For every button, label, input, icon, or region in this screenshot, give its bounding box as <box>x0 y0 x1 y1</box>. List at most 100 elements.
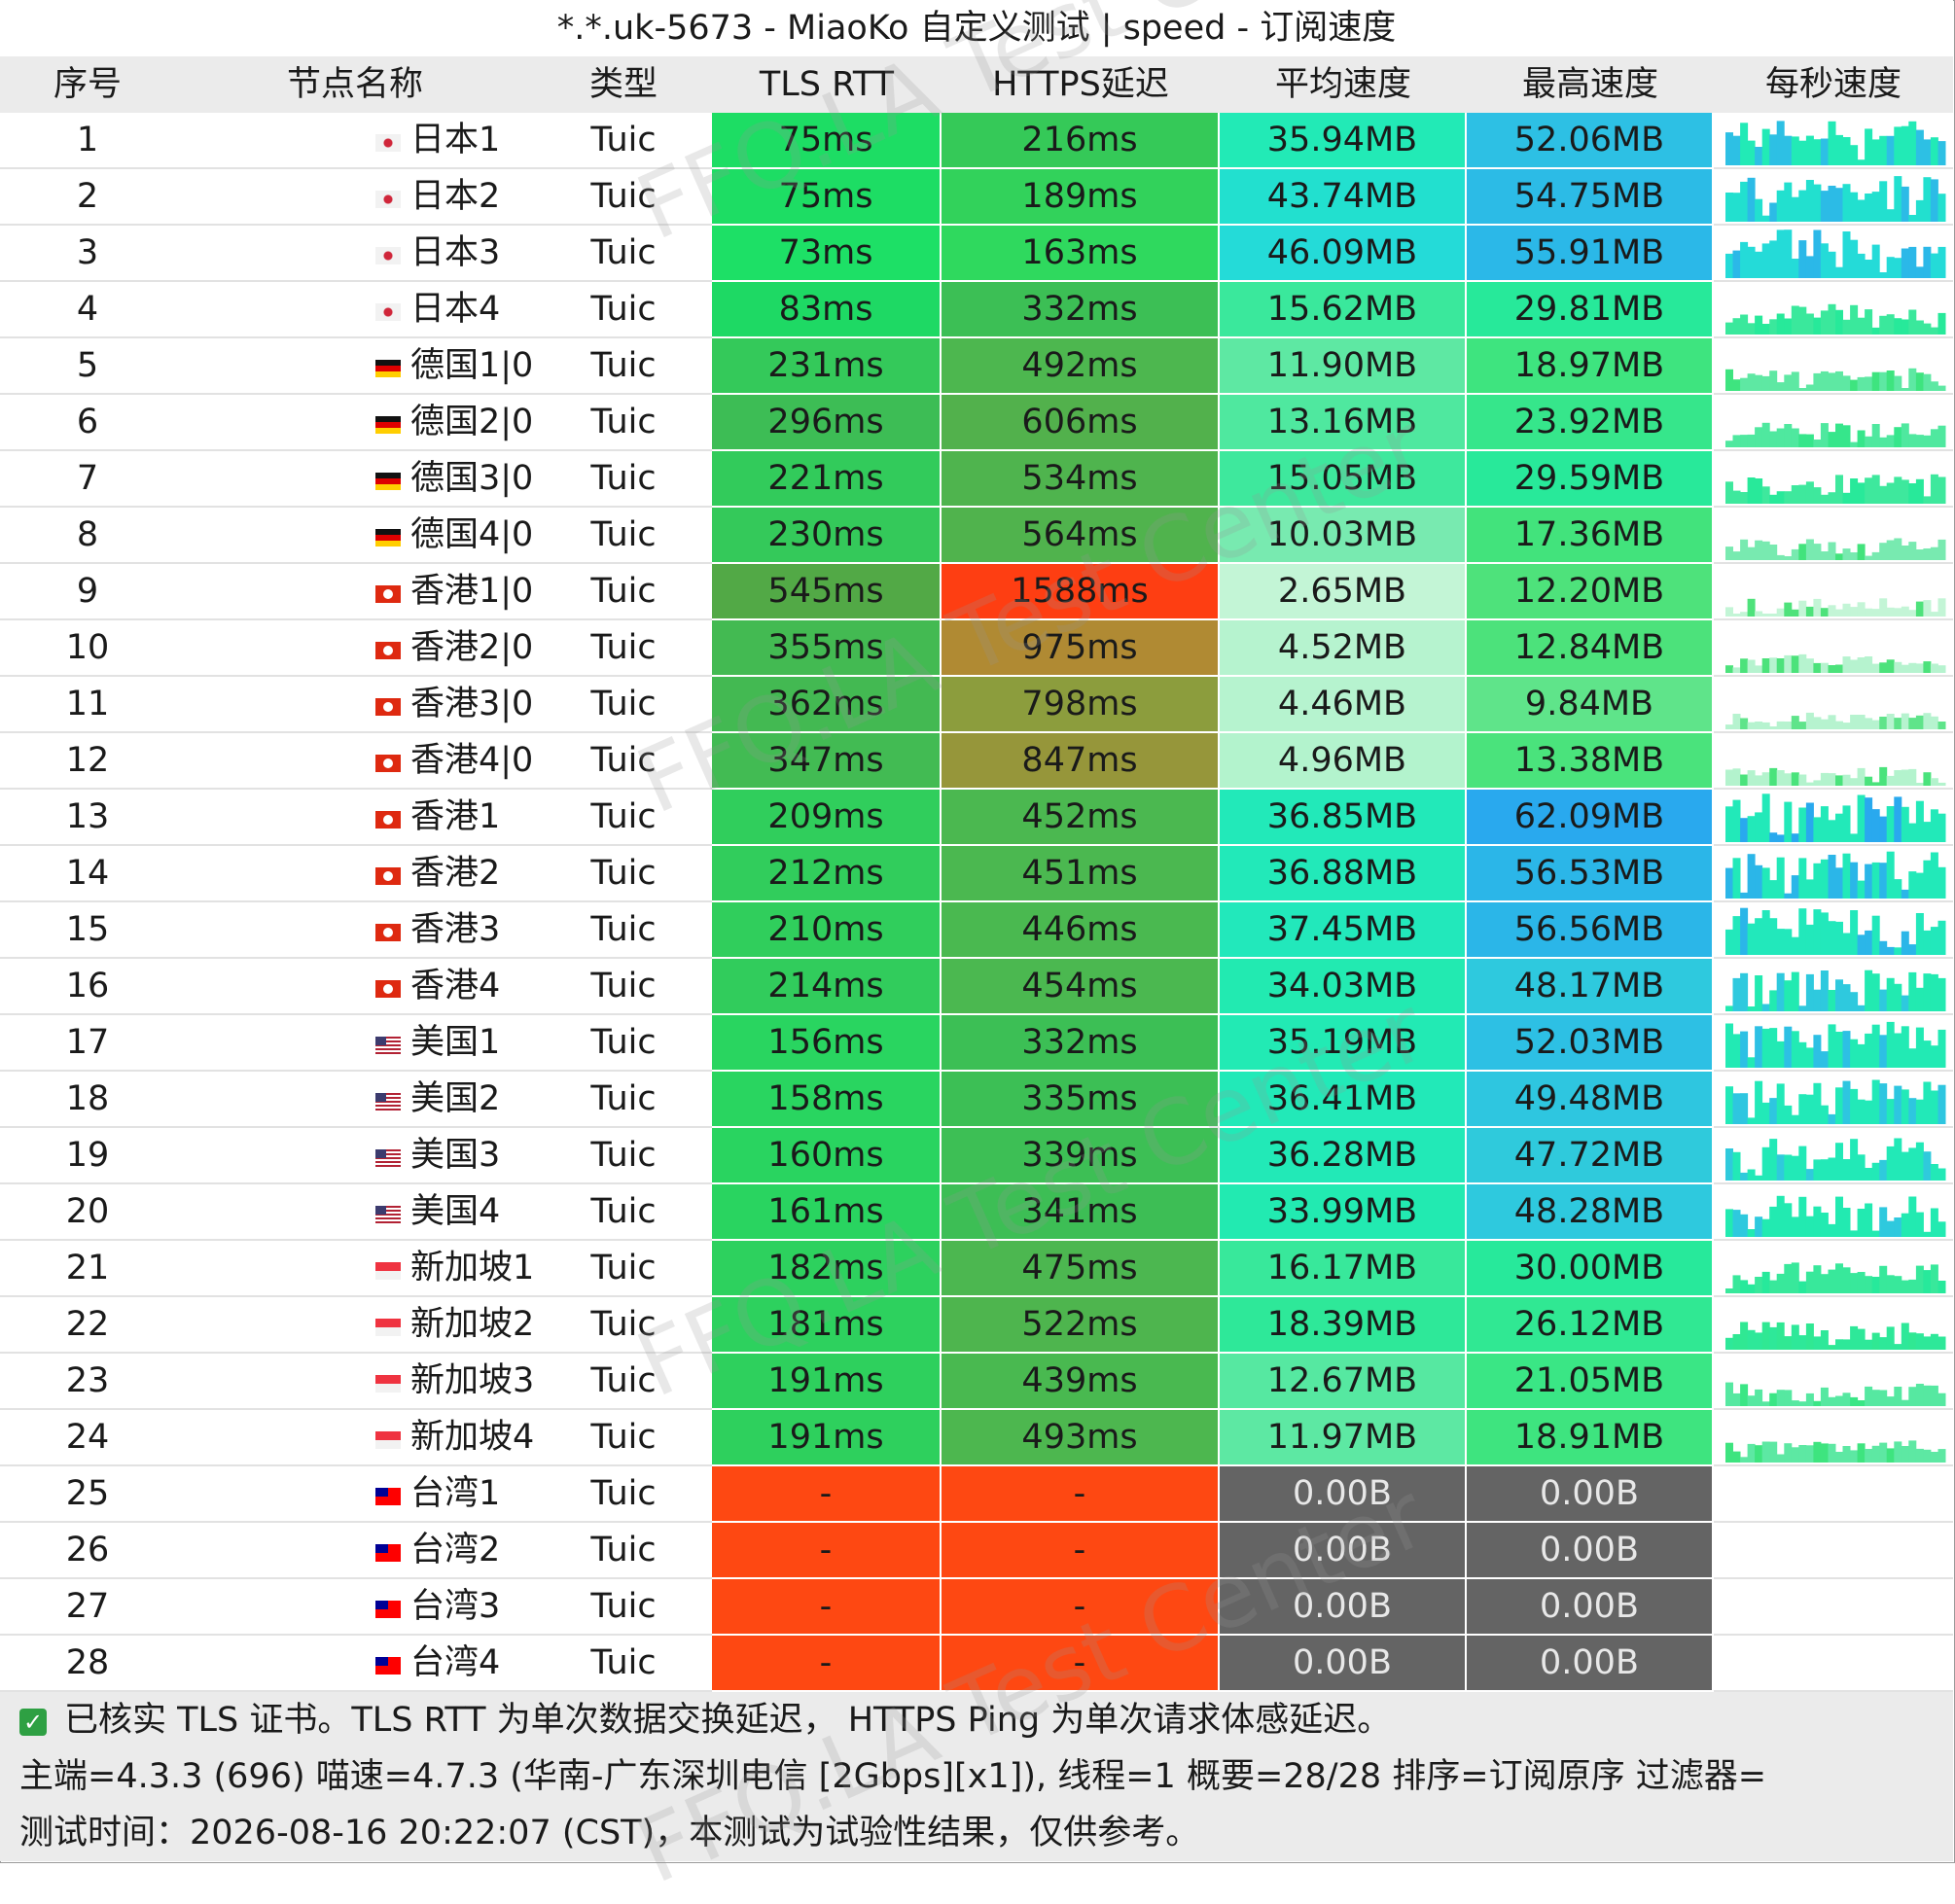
sparkline-bar <box>1879 816 1888 842</box>
sparkline-bar <box>1930 927 1938 955</box>
table-row[interactable]: 24 新加坡4 Tuic 191ms 493ms 11.97MB 18.91MB <box>0 1410 1953 1466</box>
cell-max-speed: 49.48MB <box>1467 1072 1714 1128</box>
sparkline-bar <box>1915 1384 1924 1406</box>
table-row[interactable]: 21 新加坡1 Tuic 182ms 475ms 16.17MB 30.00MB <box>0 1241 1953 1297</box>
table-row[interactable]: 28 台湾4 Tuic - -0.00B 0.00B <box>0 1636 1953 1692</box>
header-col-https-delay[interactable]: HTTPS延迟 <box>992 65 1169 104</box>
sparkline-bar <box>1740 1031 1749 1068</box>
sparkline-bar <box>1937 1393 1946 1406</box>
sparkline-bar <box>1791 1155 1799 1181</box>
sparkline-bar <box>1901 1026 1909 1068</box>
table-row[interactable]: 17 美国1 Tuic 156ms 332ms 35.19MB 52.03MB <box>0 1015 1953 1072</box>
speed-sparkline <box>1725 303 1946 335</box>
sparkline-bar <box>1805 256 1814 278</box>
sparkline-bar <box>1761 1322 1770 1350</box>
sparkline-bar <box>1820 310 1829 335</box>
sparkline-bar <box>1886 370 1895 391</box>
flag-hk-icon <box>375 755 401 772</box>
table-row[interactable]: 3 日本3 Tuic 73ms 163ms 46.09MB 55.91MB <box>0 226 1953 282</box>
sparkline-bar <box>1937 598 1946 617</box>
sparkline-bar <box>1769 202 1778 222</box>
sparkline-bar <box>1871 139 1880 165</box>
table-row[interactable]: 1 日本1 Tuic 75ms 216ms 35.94MB 52.06MB <box>0 113 1953 169</box>
sparkline-bar <box>1805 606 1814 617</box>
cell-node-name: 德国4|0.1x <box>175 508 535 564</box>
flag-tw-icon <box>375 1601 401 1618</box>
sparkline-bar <box>1725 1288 1733 1293</box>
table-row[interactable]: 2 日本2 Tuic 75ms 189ms 43.74MB 54.75MB <box>0 169 1953 226</box>
table-row[interactable]: 4 日本4 Tuic 83ms 332ms 15.62MB 29.81MB <box>0 282 1953 338</box>
sparkline-bar <box>1937 1449 1946 1463</box>
sparkline-bar <box>1828 1443 1836 1463</box>
node-name: 日本2 <box>410 177 501 216</box>
cell-index: 22 <box>0 1297 175 1354</box>
sparkline-bar <box>1842 1393 1851 1406</box>
header-col-max-speed[interactable]: 最高速度 <box>1521 65 1658 104</box>
table-row[interactable]: 16 香港4 Tuic 214ms 454ms 34.03MB 48.17MB <box>0 959 1953 1015</box>
sparkline-bar <box>1871 244 1880 278</box>
sparkline-bar <box>1842 603 1851 617</box>
sparkline-bar <box>1879 1159 1888 1181</box>
sparkline-bar <box>1886 209 1895 222</box>
cell-avg-speed: 36.88MB <box>1220 846 1467 902</box>
speed-sparkline <box>1725 1322 1946 1350</box>
speed-sparkline <box>1725 368 1946 391</box>
sparkline-bar <box>1740 1172 1749 1181</box>
sparkline-bar <box>1937 1281 1946 1293</box>
cell-type: Tuic <box>535 451 712 508</box>
sparkline-bar <box>1740 539 1749 560</box>
sparkline-bar <box>1923 822 1932 842</box>
sparkline-bar <box>1865 776 1873 786</box>
speed-sparkline <box>1725 970 1946 1011</box>
sparkline-bar <box>1747 659 1756 673</box>
table-row[interactable]: 13 香港1 Tuic 209ms 452ms 36.85MB 62.09MB <box>0 790 1953 846</box>
cell-https-delay: 847ms <box>942 733 1220 790</box>
sparkline-bar <box>1740 1384 1749 1406</box>
table-row[interactable]: 19 美国3 Tuic 160ms 339ms 36.28MB 47.72MB <box>0 1128 1953 1184</box>
sparkline-bar <box>1776 229 1785 278</box>
flag-sg-icon <box>375 1319 401 1336</box>
cell-max-speed: 17.36MB <box>1467 508 1714 564</box>
sparkline-bar <box>1747 434 1756 447</box>
sparkline-bar <box>1915 800 1924 842</box>
header-col-avg-speed[interactable]: 平均速度 <box>1274 65 1411 104</box>
header-col-index[interactable]: 序号 <box>53 65 122 104</box>
sparkline-bar <box>1842 1446 1851 1463</box>
header-col-per-second-speed[interactable]: 每秒速度 <box>1764 65 1902 104</box>
cell-type: Tuic <box>535 846 712 902</box>
cell-node-name: 日本3 <box>175 226 535 282</box>
cell-per-second-speed <box>1714 169 1953 226</box>
table-row[interactable]: 27 台湾3 Tuic - -0.00B 0.00B <box>0 1579 1953 1636</box>
sparkline-bar <box>1791 772 1799 786</box>
sparkline-bar <box>1791 1262 1799 1293</box>
table-row[interactable]: 18 美国2 Tuic 158ms 335ms 36.41MB 49.48MB <box>0 1072 1953 1128</box>
header-col-node-name[interactable]: 节点名称 <box>286 65 423 104</box>
sparkline-bar <box>1761 1218 1770 1237</box>
cell-https-delay: 1588ms <box>942 564 1220 620</box>
header-col-tls-rtt[interactable]: TLS RTT <box>759 65 895 104</box>
header-col-type[interactable]: 类型 <box>588 65 658 104</box>
table-row[interactable]: 23 新加坡3 Tuic 191ms 439ms 12.67MB 21.05MB <box>0 1354 1953 1410</box>
table-row[interactable]: 22 新加坡2 Tuic 181ms 522ms 18.39MB 26.12MB <box>0 1297 1953 1354</box>
table-row[interactable]: 15 香港3 Tuic 210ms 446ms 37.45MB 56.56MB <box>0 902 1953 959</box>
table-row[interactable]: 25 台湾1 Tuic - -0.00B 0.00B <box>0 1466 1953 1523</box>
sparkline-bar <box>1908 1387 1917 1406</box>
sparkline-bar <box>1776 1040 1785 1068</box>
sparkline-bar <box>1871 973 1880 1011</box>
cell-tls-rtt: - <box>712 1466 942 1523</box>
sparkline-bar <box>1798 388 1807 391</box>
sparkline-bar <box>1923 1449 1932 1463</box>
table-row[interactable]: 14 香港2 Tuic 212ms 451ms 36.88MB 56.53MB <box>0 846 1953 902</box>
sparkline-bar <box>1865 309 1873 335</box>
table-row[interactable]: 20 美国4 Tuic 161ms 341ms 33.99MB 48.28MB <box>0 1184 1953 1241</box>
table-row[interactable]: 26 台湾2 Tuic - -0.00B 0.00B <box>0 1523 1953 1579</box>
sparkline-bar <box>1908 662 1917 673</box>
